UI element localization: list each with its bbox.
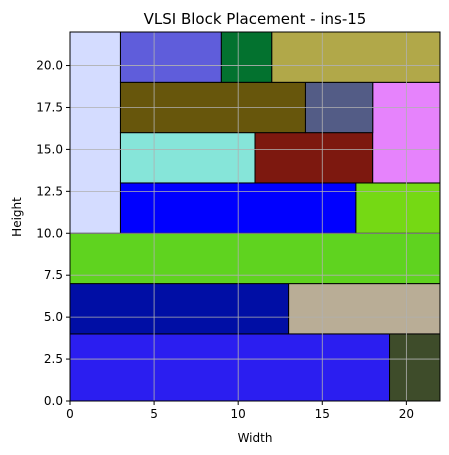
x-tick-label: 15 xyxy=(315,407,330,421)
y-tick-label: 15.0 xyxy=(36,142,63,156)
block-4 xyxy=(288,283,441,335)
y-axis-label: Height xyxy=(10,197,24,237)
block-15 xyxy=(220,31,273,83)
x-axis-label: Width xyxy=(238,431,273,445)
y-tick-label: 7.5 xyxy=(44,268,63,282)
y-tick-label: 20.0 xyxy=(36,59,63,73)
y-tick-label: 5.0 xyxy=(44,310,63,324)
block-10 xyxy=(254,132,374,184)
block-1 xyxy=(69,333,391,402)
ticks-layer: 0 5 10 15 20 0.0 2.5 5.0 7.5 10.0 12.5 15.0 17.5 20.0 xyxy=(36,59,414,421)
x-tick-label: 0 xyxy=(66,407,74,421)
blocks-layer xyxy=(69,31,441,402)
block-9 xyxy=(119,132,256,184)
x-tick-label: 5 xyxy=(150,407,158,421)
block-14 xyxy=(119,31,222,83)
y-tick-label: 0.0 xyxy=(44,394,63,408)
x-tick-label: 10 xyxy=(231,407,246,421)
y-tick-label: 10.0 xyxy=(36,226,63,240)
block-5 xyxy=(69,232,441,285)
block-6 xyxy=(69,31,121,234)
y-tick-label: 12.5 xyxy=(36,184,63,198)
chart-title: VLSI Block Placement - ins-15 xyxy=(144,10,367,28)
block-3 xyxy=(69,283,290,335)
block-8 xyxy=(355,182,441,234)
block-2 xyxy=(389,333,441,402)
block-16 xyxy=(271,31,441,83)
y-tick-label: 17.5 xyxy=(36,100,63,114)
plot-frame xyxy=(69,31,441,402)
x-tick-label: 20 xyxy=(399,407,414,421)
y-tick-label: 2.5 xyxy=(44,352,63,366)
